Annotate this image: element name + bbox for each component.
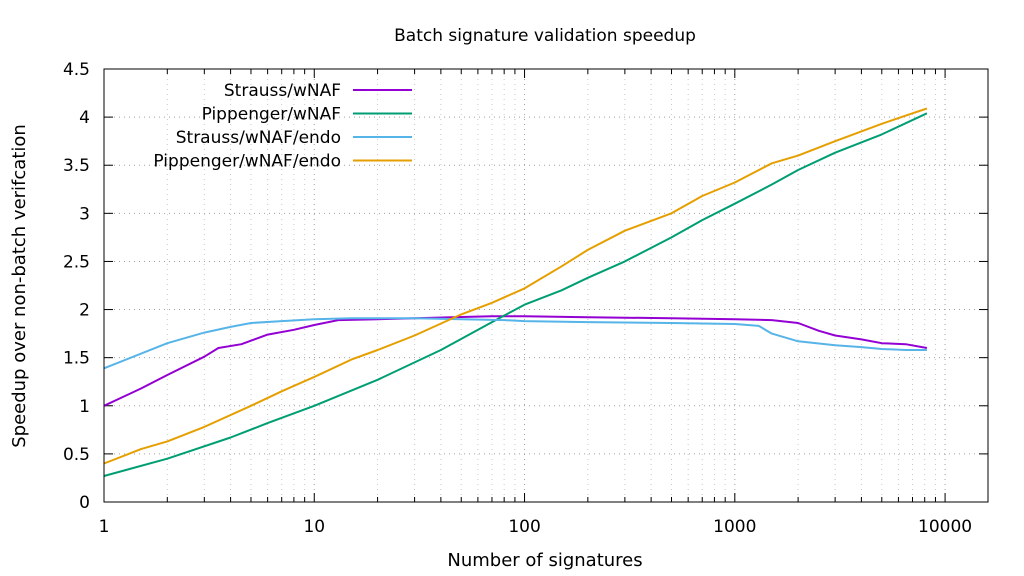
series-line (103, 112, 928, 477)
legend-label: Pippenger/wNAF (202, 105, 341, 125)
series-line (103, 317, 927, 370)
series-line (103, 315, 928, 407)
y-tick-label: 3 (79, 204, 90, 224)
y-tick-label: 0 (79, 493, 90, 513)
y-tick-label: 0.5 (63, 445, 90, 465)
x-tick-label: 100 (508, 517, 540, 537)
y-tick-label: 4.5 (63, 60, 90, 80)
x-axis-label: Number of signatures (447, 550, 642, 571)
y-tick-label: 2.5 (63, 252, 90, 272)
legend-label: Pippenger/wNAF/endo (153, 152, 341, 172)
x-tick-label: 1000 (713, 517, 756, 537)
x-tick-label: 10 (303, 517, 325, 537)
x-tick-label: 1 (99, 517, 110, 537)
y-tick-label: 1 (79, 397, 90, 417)
y-tick-label: 1.5 (63, 349, 90, 369)
x-tick-label: 10000 (918, 517, 972, 537)
y-tick-label: 2 (79, 301, 90, 321)
legend: Strauss/wNAF Pippenger/wNAF Strauss/wNAF/e… (153, 81, 412, 172)
grid (104, 69, 988, 502)
y-tick-label: 3.5 (63, 156, 90, 176)
chart-title: Batch signature validation speedup (394, 26, 696, 46)
series-line (103, 107, 928, 465)
legend-label: Strauss/wNAF (224, 81, 341, 101)
y-axis-label: Speedup over non-batch verifcation (9, 124, 30, 448)
series-lines (103, 107, 928, 477)
legend-label: Strauss/wNAF/endo (176, 128, 341, 148)
y-tick-labels: 0 0.5 1 1.5 2 2.5 3 3.5 4 4.5 (63, 60, 90, 513)
plot-frame (103, 68, 989, 503)
x-tick-labels: 1 10 100 1000 10000 (99, 517, 973, 537)
y-tick-label: 4 (79, 108, 90, 128)
